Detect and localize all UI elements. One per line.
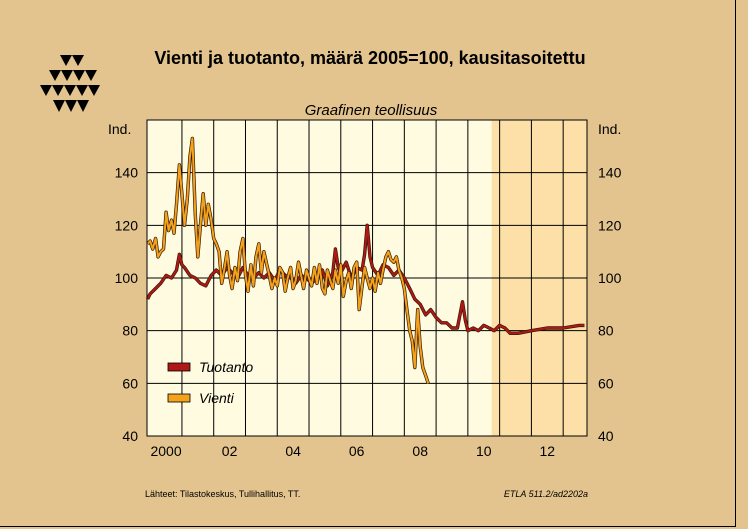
y-tick-label-right: 80 [598, 323, 614, 339]
y-tick-label-left: 120 [115, 217, 139, 233]
y-tick-label-right: 100 [598, 270, 622, 286]
y-tick-label-right: 140 [598, 165, 622, 181]
y-tick-label-right: 60 [598, 375, 614, 391]
x-tick-label: 12 [539, 443, 555, 459]
legend-swatch-vienti [167, 393, 191, 403]
y-axis-unit-left: Ind. [108, 121, 131, 137]
x-tick-label: 2000 [150, 443, 181, 459]
series-lines [146, 136, 585, 384]
axis-labels: 40 40 60 60 80 80 100 100 120 120 140 140 2000 02 04 06… [115, 165, 622, 459]
y-tick-label-right: 120 [598, 217, 622, 233]
legend: Tuotanto Vienti [167, 359, 253, 406]
plot-border [146, 119, 588, 437]
chart-title: Vienti ja tuotanto, määrä 2005=100, kaus… [154, 48, 585, 68]
x-tick-label: 04 [285, 443, 301, 459]
series-line-vienti [146, 137, 430, 384]
y-tick-label-left: 60 [122, 375, 138, 391]
x-tick-label: 06 [349, 443, 365, 459]
chart-code: ETLA 511.2/ad2202a [504, 489, 588, 499]
source-note: Lähteet: Tilastokeskus, Tullihallitus, T… [145, 489, 300, 499]
x-tick-label: 10 [476, 443, 492, 459]
y-axis-unit-right: Ind. [598, 121, 621, 137]
chart-subtitle: Graafinen teollisuus [305, 102, 438, 119]
x-tick-label: 02 [222, 443, 238, 459]
legend-label-vienti: Vienti [199, 390, 235, 406]
etla-logo [40, 55, 100, 112]
y-tick-label-left: 140 [115, 165, 139, 181]
y-tick-label-right: 40 [598, 428, 614, 444]
x-tick-label: 08 [412, 443, 428, 459]
legend-swatch-tuotanto [167, 362, 191, 372]
series-line-tuotanto [146, 224, 585, 335]
y-tick-label-left: 100 [115, 270, 139, 286]
y-tick-label-left: 80 [122, 323, 138, 339]
y-tick-label-left: 40 [122, 428, 138, 444]
legend-label-tuotanto: Tuotanto [199, 359, 253, 375]
